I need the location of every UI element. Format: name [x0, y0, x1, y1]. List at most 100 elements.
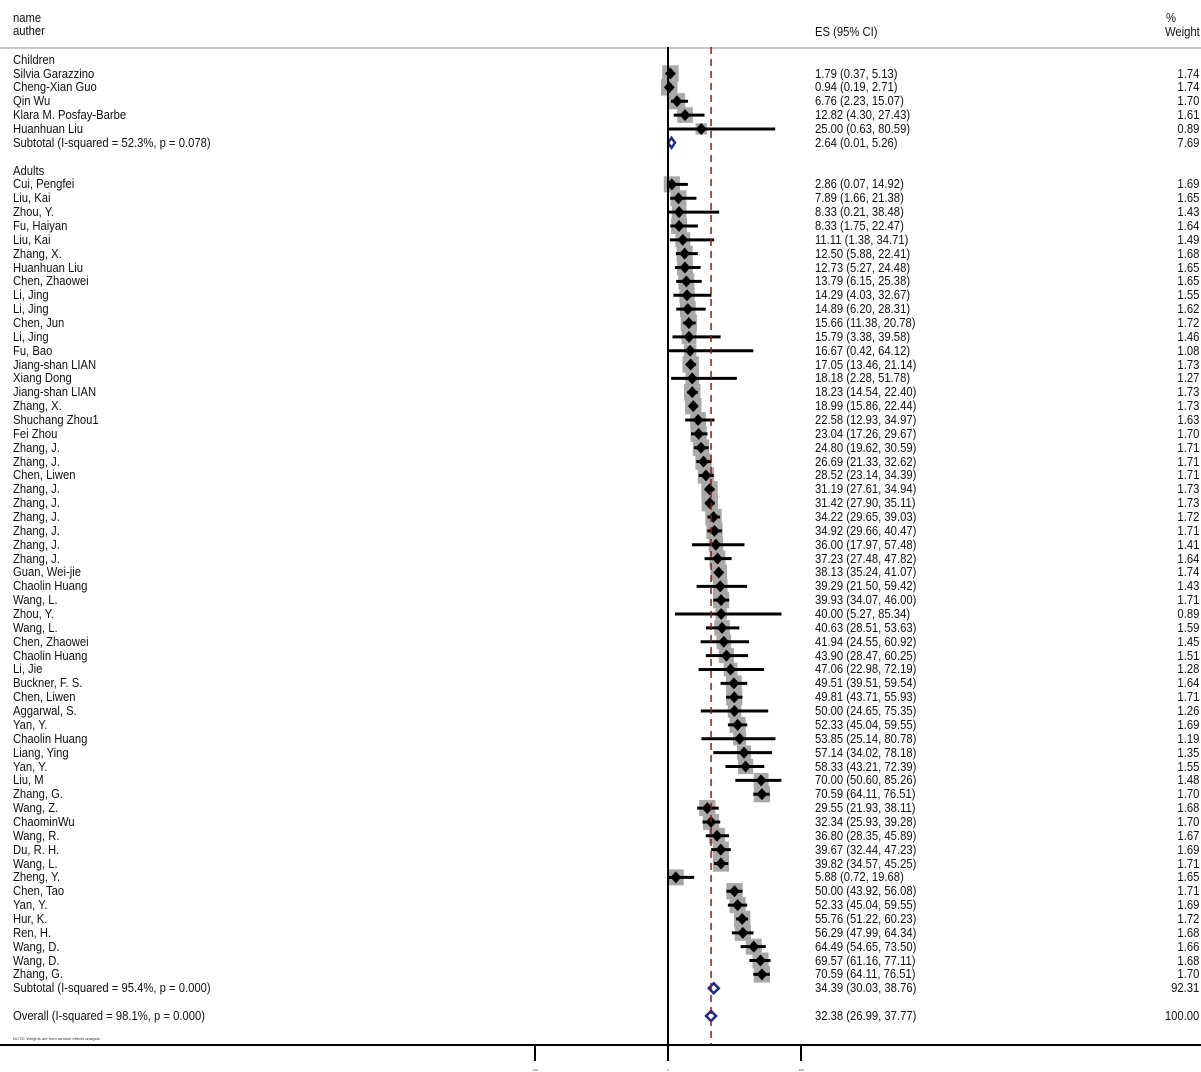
point-estimate-48 [755, 774, 767, 787]
study-ci-46: 57.14 (34.02, 78.18) [815, 745, 917, 760]
point-estimate-19 [686, 372, 698, 385]
study-name-44: Yan, Y. [13, 717, 48, 732]
point-estimate-41 [728, 677, 740, 690]
study-weight-27: 1.73 [1177, 482, 1199, 497]
point-estimate-61 [755, 954, 766, 967]
study-name-6: Liu, Kai [13, 191, 51, 206]
study-ci-15: 15.66 (11.38, 20.78) [815, 315, 916, 330]
overall-diamond [704, 1009, 718, 1023]
point-estimate-40 [725, 663, 736, 676]
point-estimate-6 [673, 192, 684, 205]
x-tick-label-2: 100 [798, 1068, 803, 1072]
study-ci-22: 22.58 (12.93, 34.97) [815, 413, 917, 427]
study-weight-10: 1.68 [1177, 246, 1199, 261]
study-ci-59: 56.29 (47.99, 64.34) [815, 925, 917, 940]
study-name-4: Huanhuan Liu [13, 121, 84, 136]
study-ci-60: 64.49 (54.65, 73.50) [815, 939, 917, 954]
study-weight-21: 1.73 [1177, 399, 1199, 414]
study-weight-61: 1.68 [1177, 953, 1199, 968]
study-ci-62: 70.59 (64.11, 76.51) [815, 967, 916, 982]
footnote: NOTE: Weights are from random effects an… [13, 1036, 100, 1041]
study-name-49: Zhang, G. [13, 787, 64, 802]
study-name-60: Wang, D. [13, 939, 60, 954]
study-ci-26: 28.52 (23.14, 34.39) [815, 468, 917, 483]
study-ci-31: 36.00 (17.97, 57.48) [815, 537, 917, 552]
overall-ci: 32.38 (26.99, 37.77) [815, 1008, 917, 1023]
study-ci-6: 7.89 (1.66, 21.38) [815, 191, 904, 206]
study-weight-53: 1.69 [1177, 842, 1199, 857]
study-ci-14: 14.89 (6.20, 28.31) [815, 302, 911, 317]
study-weight-62: 1.70 [1177, 967, 1199, 982]
study-ci-9: 11.11 (1.38, 34.71) [815, 232, 909, 247]
study-name-35: Wang, L. [13, 593, 58, 608]
point-estimate-62 [756, 968, 768, 981]
study-ci-16: 15.79 (3.38, 39.58) [815, 329, 911, 344]
point-estimate-2 [671, 95, 683, 108]
study-weight-29: 1.72 [1177, 510, 1199, 525]
study-weight-25: 1.71 [1177, 454, 1199, 469]
study-weight-60: 1.66 [1177, 939, 1199, 954]
point-estimate-14 [682, 303, 694, 316]
study-weight-3: 1.61 [1177, 108, 1199, 123]
header-es: ES (95% CI) [815, 25, 878, 39]
study-name-13: Li, Jing [13, 288, 49, 303]
study-name-28: Zhang, J. [13, 496, 60, 511]
study-weight-55: 1.65 [1177, 870, 1199, 885]
study-ci-40: 47.06 (22.98, 72.19) [815, 662, 917, 677]
study-ci-33: 38.13 (35.24, 41.07) [815, 565, 917, 580]
study-weight-5: 1.69 [1177, 177, 1199, 192]
study-name-48: Liu, M [13, 773, 44, 788]
study-weight-45: 1.19 [1177, 731, 1199, 746]
study-ci-2: 6.76 (2.23, 15.07) [815, 94, 904, 109]
study-weight-35: 1.71 [1177, 593, 1199, 608]
subtotal-diamond-1 [706, 981, 721, 996]
study-weight-33: 1.74 [1177, 565, 1199, 580]
study-ci-29: 34.22 (29.65, 39.03) [815, 510, 917, 525]
study-name-5: Cui, Pengfei [13, 177, 75, 192]
study-ci-43: 50.00 (24.65, 75.35) [815, 704, 917, 719]
point-estimate-13 [681, 289, 693, 302]
header-rule [0, 47, 1201, 49]
point-estimate-3 [679, 109, 691, 122]
study-weight-0: 1.74 [1177, 66, 1199, 81]
study-ci-12: 13.79 (6.15, 25.38) [815, 274, 911, 289]
study-name-14: Li, Jing [13, 302, 49, 317]
study-weight-39: 1.51 [1177, 648, 1199, 663]
study-weight-12: 1.65 [1177, 274, 1199, 289]
study-ci-52: 36.80 (28.35, 45.89) [815, 828, 917, 843]
study-weight-36: 0.89 [1177, 607, 1199, 622]
study-weight-23: 1.70 [1177, 426, 1199, 441]
point-estimate-1 [663, 81, 675, 94]
point-estimate-28 [704, 497, 716, 510]
study-ci-45: 53.85 (25.14, 80.78) [815, 731, 917, 746]
point-estimate-21 [687, 400, 699, 413]
study-ci-37: 40.63 (28.51, 53.63) [815, 620, 917, 635]
study-weight-17: 1.08 [1177, 343, 1199, 358]
study-ci-36: 40.00 (5.27, 85.34) [815, 607, 911, 622]
study-name-45: Chaolin Huang [13, 731, 88, 746]
study-weight-9: 1.49 [1177, 232, 1199, 247]
study-name-22: Shuchang Zhou1 [13, 413, 99, 427]
study-ci-4: 25.00 (0.63, 80.59) [815, 121, 911, 136]
study-name-34: Chaolin Huang [13, 579, 88, 594]
study-name-56: Chen, Tao [13, 884, 65, 899]
study-weight-59: 1.68 [1177, 925, 1199, 940]
point-estimate-42 [728, 691, 740, 704]
study-weight-7: 1.43 [1177, 205, 1199, 220]
study-name-36: Zhou, Y. [13, 607, 54, 622]
study-name-62: Zhang, G. [13, 967, 64, 982]
study-name-11: Huanhuan Liu [13, 260, 84, 275]
study-ci-1: 0.94 (0.19, 2.71) [815, 80, 898, 95]
x-tick-label-1: 0 [667, 1068, 669, 1072]
study-name-21: Zhang, X. [13, 399, 62, 414]
study-weight-22: 1.63 [1177, 413, 1199, 427]
study-name-20: Jiang-shan LIAN [13, 385, 97, 400]
study-name-57: Yan, Y. [13, 898, 48, 913]
point-estimate-35 [715, 594, 727, 607]
header-percent: % [1166, 11, 1177, 25]
point-estimate-38 [718, 635, 730, 648]
study-weight-37: 1.59 [1177, 620, 1199, 635]
point-estimate-49 [756, 788, 768, 801]
point-estimate-24 [695, 441, 707, 454]
